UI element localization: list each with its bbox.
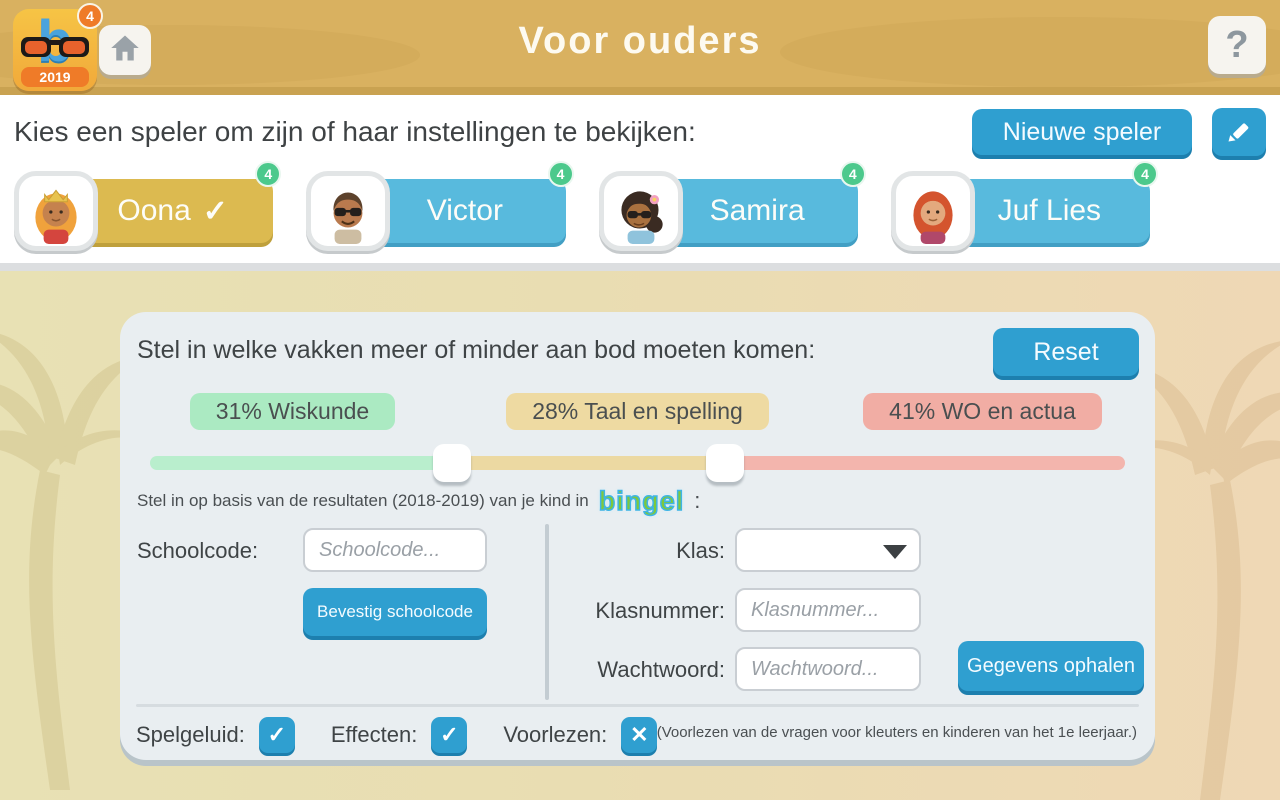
- player-name: Victor: [426, 194, 503, 227]
- wachtwoord-input[interactable]: [735, 647, 921, 691]
- player-chip-samira[interactable]: 4 Samira: [598, 161, 866, 253]
- home-button[interactable]: [99, 25, 151, 75]
- new-player-button[interactable]: Nieuwe speler: [972, 109, 1192, 155]
- player-chip-oona[interactable]: 4 Oona ✓: [14, 161, 282, 253]
- player-name: Oona: [117, 194, 191, 227]
- bingel-logo: bingel: [598, 485, 685, 517]
- slider-track: [150, 456, 1125, 470]
- question-mark-icon: ?: [1225, 23, 1249, 66]
- page-title: Voor ouders: [518, 20, 762, 62]
- app-logo: b 4 2019: [13, 3, 103, 91]
- subjects-heading: Stel in welke vakken meer of minder aan …: [137, 336, 816, 364]
- form-divider: [545, 524, 549, 700]
- schoolcode-input[interactable]: [303, 528, 487, 572]
- subject-pill-taal: 28% Taal en spelling: [506, 392, 769, 430]
- voorlezen-checkbox[interactable]: ✕: [621, 717, 658, 753]
- chevron-down-icon: [883, 545, 907, 559]
- player-name-pill: Oona ✓: [72, 179, 274, 243]
- selected-check-icon: ✓: [202, 194, 228, 228]
- player-badge: 4: [547, 161, 574, 187]
- sunglasses-icon: [19, 35, 91, 66]
- cross-icon: ✕: [630, 722, 649, 747]
- logo-badge: 4: [77, 3, 103, 29]
- choose-player-heading: Kies een speler om zijn of haar instelli…: [14, 116, 696, 147]
- wachtwoord-label: Wachtwoord:: [597, 657, 725, 682]
- spelgeluid-checkbox[interactable]: ✓: [258, 717, 295, 753]
- avatar: [306, 171, 391, 251]
- klas-select[interactable]: [735, 528, 921, 572]
- slider-segment-wo: [725, 456, 1125, 470]
- edit-players-button[interactable]: [1212, 108, 1266, 156]
- player-name-pill: Juf Lies: [948, 179, 1150, 243]
- avatar: [14, 171, 98, 251]
- avatar: [598, 171, 683, 251]
- check-icon: ✓: [267, 722, 287, 747]
- help-button[interactable]: ?: [1208, 16, 1266, 74]
- bingel-line: Stel in op basis van de resultaten (2018…: [137, 484, 700, 518]
- slider-segment-taal: [452, 456, 726, 470]
- player-chip-victor[interactable]: 4 Victor: [306, 161, 574, 253]
- logo-year: 2019: [21, 67, 89, 87]
- klas-label: Klas:: [676, 538, 725, 563]
- effecten-checkbox[interactable]: ✓: [431, 717, 468, 753]
- slider-segment-wiskunde: [150, 456, 453, 470]
- player-section: Kies een speler om zijn of haar instelli…: [0, 95, 1280, 271]
- toggles-row: Spelgeluid: ✓ Effecten: ✓ Voorlezen: ✕: [136, 716, 679, 754]
- player-badge: 4: [255, 161, 282, 187]
- avatar: [890, 171, 975, 251]
- player-badge: 4: [1132, 161, 1158, 187]
- player-badge: 4: [839, 161, 866, 187]
- confirm-schoolcode-button[interactable]: Bevestig schoolcode: [303, 588, 487, 636]
- voorlezen-label: Voorlezen:: [503, 722, 608, 747]
- player-name: Juf Lies: [997, 194, 1102, 227]
- check-icon: ✓: [440, 722, 459, 747]
- reset-button[interactable]: Reset: [993, 328, 1139, 376]
- settings-panel: Stel in welke vakken meer of minder aan …: [120, 312, 1155, 760]
- bingel-line-colon: :: [694, 488, 701, 513]
- player-name-pill: Victor: [364, 179, 566, 243]
- player-chips-row: 4 Oona ✓: [14, 161, 1158, 253]
- subject-pill-wo: 41% WO en actua: [863, 392, 1102, 430]
- voorlezen-note: (Voorlezen van de vragen voor kleuters e…: [656, 724, 1137, 741]
- subject-pill-wiskunde: 31% Wiskunde: [189, 392, 396, 430]
- slider-handle-right[interactable]: [706, 444, 745, 482]
- panel-divider: [136, 704, 1139, 707]
- bingel-line-text: Stel in op basis van de resultaten (2018…: [137, 491, 589, 510]
- header-bar: b 4 2019 Voor ouders ?: [0, 0, 1280, 95]
- subject-balance-slider: [150, 444, 1125, 482]
- effecten-label: Effecten:: [330, 722, 418, 747]
- home-icon: [110, 34, 140, 67]
- fetch-data-button[interactable]: Gegevens ophalen: [958, 641, 1144, 691]
- schoolcode-label: Schoolcode:: [137, 538, 259, 563]
- spelgeluid-label: Spelgeluid:: [136, 722, 245, 747]
- hill-decoration: [780, 17, 1280, 87]
- slider-handle-left[interactable]: [433, 444, 472, 482]
- player-name-pill: Samira: [656, 179, 858, 243]
- player-chip-juf-lies[interactable]: 4 Juf Lies: [890, 161, 1158, 253]
- subject-pills-row: 31% Wiskunde 28% Taal en spelling 41% WO…: [120, 392, 1155, 430]
- klasnummer-label: Klasnummer:: [595, 598, 725, 623]
- pencil-icon: [1225, 117, 1253, 148]
- klasnummer-input[interactable]: [735, 588, 921, 632]
- player-name: Samira: [709, 194, 805, 227]
